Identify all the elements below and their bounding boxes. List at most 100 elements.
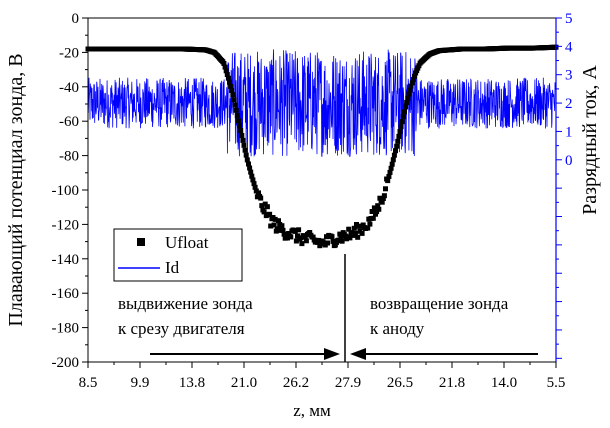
y-left-tick-label: -140 bbox=[52, 252, 80, 268]
ufloat-point bbox=[264, 204, 270, 210]
x-tick-label: 8.5 bbox=[79, 375, 98, 391]
ufloat-point bbox=[248, 169, 254, 175]
ufloat-point bbox=[237, 123, 242, 129]
ufloat-point bbox=[330, 238, 336, 244]
ufloat-point bbox=[235, 118, 241, 124]
y-left-tick-label: -40 bbox=[59, 80, 79, 96]
ufloat-point bbox=[225, 75, 231, 81]
y-left-tick-label: -20 bbox=[59, 45, 79, 61]
legend-label-ufloat: Ufloat bbox=[165, 233, 209, 252]
y-right-tick-label: 1 bbox=[565, 124, 573, 140]
ufloat-point bbox=[346, 226, 352, 232]
ufloat-point bbox=[293, 238, 299, 244]
ufloat-point bbox=[383, 186, 388, 192]
ufloat-point bbox=[406, 91, 412, 97]
ufloat-point bbox=[381, 193, 387, 199]
ufloat-point bbox=[246, 161, 251, 167]
ufloat-point bbox=[397, 129, 403, 134]
ufloat-point bbox=[249, 173, 255, 179]
x-tick-label: 13.8 bbox=[179, 375, 205, 391]
ufloat-point bbox=[268, 223, 274, 229]
y-right-tick-label: 5 bbox=[565, 11, 573, 27]
ufloat-point bbox=[380, 196, 386, 201]
ufloat-point bbox=[233, 107, 239, 113]
ufloat-point bbox=[317, 243, 323, 249]
y-left-tick-label: -180 bbox=[52, 321, 80, 337]
ufloat-point bbox=[267, 211, 273, 217]
ufloat-point bbox=[385, 178, 391, 184]
ufloat-point bbox=[302, 234, 308, 240]
ufloat-point bbox=[228, 83, 234, 89]
ufloat-point bbox=[387, 169, 393, 175]
x-tick-label: 21.0 bbox=[231, 375, 257, 391]
x-tick-label: 21.8 bbox=[439, 375, 465, 391]
ufloat-point bbox=[310, 234, 316, 240]
ufloat-point bbox=[222, 64, 228, 70]
ufloat-point bbox=[394, 143, 400, 149]
y-right-tick-label: 4 bbox=[565, 39, 573, 55]
ufloat-point bbox=[227, 79, 232, 85]
ufloat-point bbox=[379, 199, 385, 205]
y-right-tick-label: 3 bbox=[565, 68, 573, 84]
ufloat-point bbox=[243, 152, 249, 158]
y-axis-label-left: Плавающий потенциал зонда, В bbox=[5, 53, 27, 326]
y-left-tick-label: -120 bbox=[52, 217, 80, 233]
ufloat-point bbox=[280, 227, 286, 233]
ufloat-point bbox=[386, 174, 392, 179]
ufloat-point bbox=[247, 165, 253, 171]
ufloat-point bbox=[230, 92, 236, 98]
arrow-right-head bbox=[350, 348, 366, 360]
ufloat-point bbox=[251, 181, 257, 187]
arrow-left-head bbox=[324, 348, 340, 360]
legend-box bbox=[113, 228, 243, 282]
ufloat-point bbox=[355, 234, 361, 240]
y-axis-label-right: Разрядный ток, А bbox=[579, 65, 601, 215]
ufloat-point bbox=[303, 238, 309, 244]
y-left-tick-label: -60 bbox=[59, 114, 79, 130]
ufloat-point bbox=[412, 73, 417, 79]
ufloat-point bbox=[238, 128, 244, 133]
y-left-tick-label: -80 bbox=[59, 149, 79, 165]
ufloat-point bbox=[359, 230, 365, 236]
x-tick-label: 26.2 bbox=[283, 375, 309, 391]
ufloat-point bbox=[232, 102, 238, 108]
ufloat-point bbox=[367, 221, 373, 227]
ufloat-point bbox=[332, 242, 338, 248]
ufloat-point bbox=[244, 157, 250, 163]
ufloat-point bbox=[376, 206, 382, 212]
ufloat-point bbox=[325, 240, 331, 246]
ufloat-point bbox=[395, 138, 401, 144]
ufloat-point bbox=[240, 137, 246, 143]
ufloat-point bbox=[388, 165, 394, 171]
ufloat-point bbox=[352, 230, 358, 236]
ufloat-point bbox=[398, 124, 404, 130]
ufloat-point bbox=[276, 218, 281, 224]
ufloat-point bbox=[259, 203, 265, 209]
ufloat-point bbox=[271, 222, 277, 228]
ufloat-point bbox=[370, 215, 376, 221]
x-tick-label: 26.5 bbox=[387, 375, 413, 391]
ufloat-point bbox=[252, 184, 258, 190]
ufloat-point bbox=[347, 235, 353, 241]
y-left-tick-label: -100 bbox=[52, 183, 80, 199]
legend-label-id: Id bbox=[165, 258, 180, 277]
ufloat-point bbox=[239, 133, 245, 138]
ufloat-point bbox=[337, 231, 343, 237]
ufloat-point bbox=[402, 109, 407, 115]
ufloat-point bbox=[224, 72, 230, 77]
ufloat-point bbox=[408, 83, 414, 89]
ufloat-point bbox=[286, 231, 292, 236]
annotation-left-line1: выдвижение зонда bbox=[118, 294, 253, 313]
annotation-right-line2: к аноду bbox=[370, 319, 425, 338]
ufloat-point bbox=[391, 152, 397, 158]
ufloat-point bbox=[223, 68, 229, 74]
annotation-left-line2: к срезу двигателя bbox=[118, 319, 245, 338]
ufloat-point bbox=[242, 147, 248, 153]
x-tick-label: 5.5 bbox=[547, 375, 566, 391]
ufloat-point bbox=[274, 226, 280, 232]
ufloat-point bbox=[351, 225, 357, 231]
ufloat-point bbox=[390, 157, 396, 163]
ufloat-point bbox=[403, 104, 409, 110]
